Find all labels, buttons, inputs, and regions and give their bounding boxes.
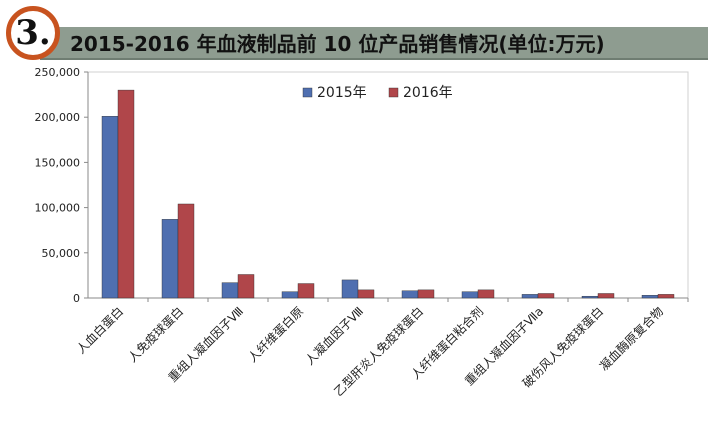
bar-2016 [477,289,495,299]
bar-2016 [297,283,315,299]
y-axis-ticks: 0 50,000 100,000 150,000 200,000 250,000 [35,66,88,305]
y-tick-label: 0 [73,292,80,305]
chart-title: 2015-2016 年血液制品前 10 位产品销售情况(单位:万元) [70,32,605,56]
bar-2015 [641,295,659,299]
bar-2016 [597,293,615,299]
bar-2015 [221,282,239,299]
bar-2015 [401,290,419,299]
bar-2016 [177,203,195,299]
bar-2016 [117,89,135,299]
legend-swatch [388,87,399,98]
chart-legend: 2015年 2016年 [302,85,453,101]
bar-2015 [101,116,119,299]
bar-2016 [417,289,435,299]
bar-2016 [357,289,375,299]
bar-2015 [281,291,299,299]
y-tick-label: 50,000 [42,247,81,260]
bar-2016 [237,274,255,299]
chart-bars [101,89,675,299]
bar-2016 [657,294,675,299]
bar-2015 [161,219,179,299]
y-tick-label: 100,000 [35,202,81,215]
legend-label: 2015年 [317,85,367,101]
title-bar [40,27,708,60]
legend-label: 2016年 [403,85,453,101]
section-number-badge: 3. [6,6,60,60]
bar-2016 [537,293,555,299]
y-tick-label: 150,000 [35,156,81,169]
legend-swatch [302,87,313,98]
bar-2015 [521,294,539,299]
bar-2015 [461,291,479,299]
bar-2015 [581,295,599,299]
y-tick-label: 250,000 [35,66,81,79]
y-tick-label: 200,000 [35,111,81,124]
bar-2015 [341,279,359,299]
